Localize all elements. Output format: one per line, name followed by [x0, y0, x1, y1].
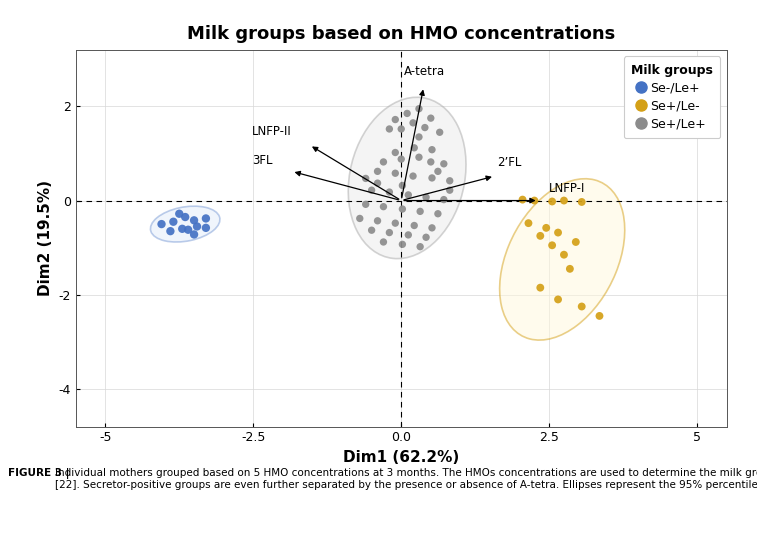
Point	[534, 283, 547, 292]
Point	[516, 195, 528, 204]
Point	[408, 221, 420, 230]
Text: LNFP-II: LNFP-II	[252, 125, 291, 138]
Point	[438, 160, 450, 168]
Point	[372, 217, 384, 225]
Point	[402, 230, 414, 239]
Point	[546, 241, 558, 250]
Point	[564, 264, 576, 273]
Title: Milk groups based on HMO concentrations: Milk groups based on HMO concentrations	[187, 25, 615, 43]
Text: 3FL: 3FL	[251, 153, 273, 167]
Point	[389, 169, 401, 178]
Point	[182, 225, 195, 234]
Point	[366, 186, 378, 194]
Point	[188, 230, 200, 239]
Point	[444, 176, 456, 185]
Point	[395, 155, 407, 163]
Point	[360, 174, 372, 183]
Point	[200, 223, 212, 232]
Point	[575, 302, 587, 311]
Point	[570, 238, 582, 247]
Point	[191, 222, 203, 231]
Point	[200, 214, 212, 223]
Point	[438, 195, 450, 204]
Point	[426, 223, 438, 232]
Point	[431, 167, 444, 176]
Point	[179, 213, 192, 222]
Text: FIGURE 3 |: FIGURE 3 |	[8, 468, 73, 479]
Text: Individual mothers grouped based on 5 HMO concentrations at 3 months. The HMOs c: Individual mothers grouped based on 5 HM…	[55, 468, 757, 490]
Point	[407, 119, 419, 127]
Point	[378, 202, 390, 211]
Text: A-tetra: A-tetra	[404, 65, 445, 78]
Point	[420, 193, 432, 202]
Point	[552, 228, 564, 237]
Point	[407, 172, 419, 181]
Point	[383, 125, 395, 134]
Point	[389, 148, 401, 157]
Point	[188, 216, 200, 225]
Point	[413, 132, 425, 141]
Point	[378, 238, 390, 247]
Point	[378, 157, 390, 166]
Text: 2’FL: 2’FL	[497, 156, 522, 168]
Point	[389, 115, 401, 124]
Ellipse shape	[151, 206, 220, 242]
Point	[413, 153, 425, 162]
Point	[426, 145, 438, 154]
Point	[397, 181, 409, 190]
Ellipse shape	[348, 98, 466, 259]
Point	[173, 209, 185, 218]
Point	[425, 157, 437, 166]
Point	[397, 240, 409, 249]
Ellipse shape	[500, 179, 625, 340]
Point	[522, 219, 534, 228]
Point	[389, 219, 401, 228]
Point	[372, 167, 384, 176]
Point	[395, 125, 407, 134]
Point	[426, 173, 438, 182]
Point	[383, 228, 395, 237]
Point	[164, 227, 176, 235]
Y-axis label: Dim2 (19.5%): Dim2 (19.5%)	[38, 180, 53, 296]
Point	[372, 179, 384, 188]
Point	[540, 223, 553, 232]
Point	[383, 188, 395, 197]
Point	[401, 109, 413, 118]
Point	[414, 207, 426, 216]
Point	[575, 198, 587, 207]
Point	[408, 143, 420, 152]
Point	[552, 295, 564, 304]
Point	[402, 191, 414, 199]
Point	[414, 242, 426, 251]
Point	[425, 114, 437, 122]
Point	[546, 197, 558, 206]
Legend: Se-/Le+, Se+/Le-, Se+/Le+: Se-/Le+, Se+/Le-, Se+/Le+	[624, 56, 721, 138]
Point	[558, 196, 570, 205]
Point	[558, 250, 570, 259]
Point	[397, 204, 409, 213]
Point	[176, 224, 188, 233]
Point	[420, 233, 432, 242]
Point	[534, 232, 547, 240]
Point	[413, 104, 425, 113]
X-axis label: Dim1 (62.2%): Dim1 (62.2%)	[343, 450, 459, 465]
Point	[444, 186, 456, 194]
Point	[155, 219, 167, 228]
Point	[593, 311, 606, 320]
Point	[366, 226, 378, 235]
Point	[419, 123, 431, 132]
Point	[431, 209, 444, 218]
Point	[167, 217, 179, 226]
Text: LNFP-I: LNFP-I	[549, 182, 586, 195]
Point	[360, 200, 372, 209]
Point	[434, 128, 446, 137]
Point	[528, 196, 540, 205]
Point	[354, 214, 366, 223]
